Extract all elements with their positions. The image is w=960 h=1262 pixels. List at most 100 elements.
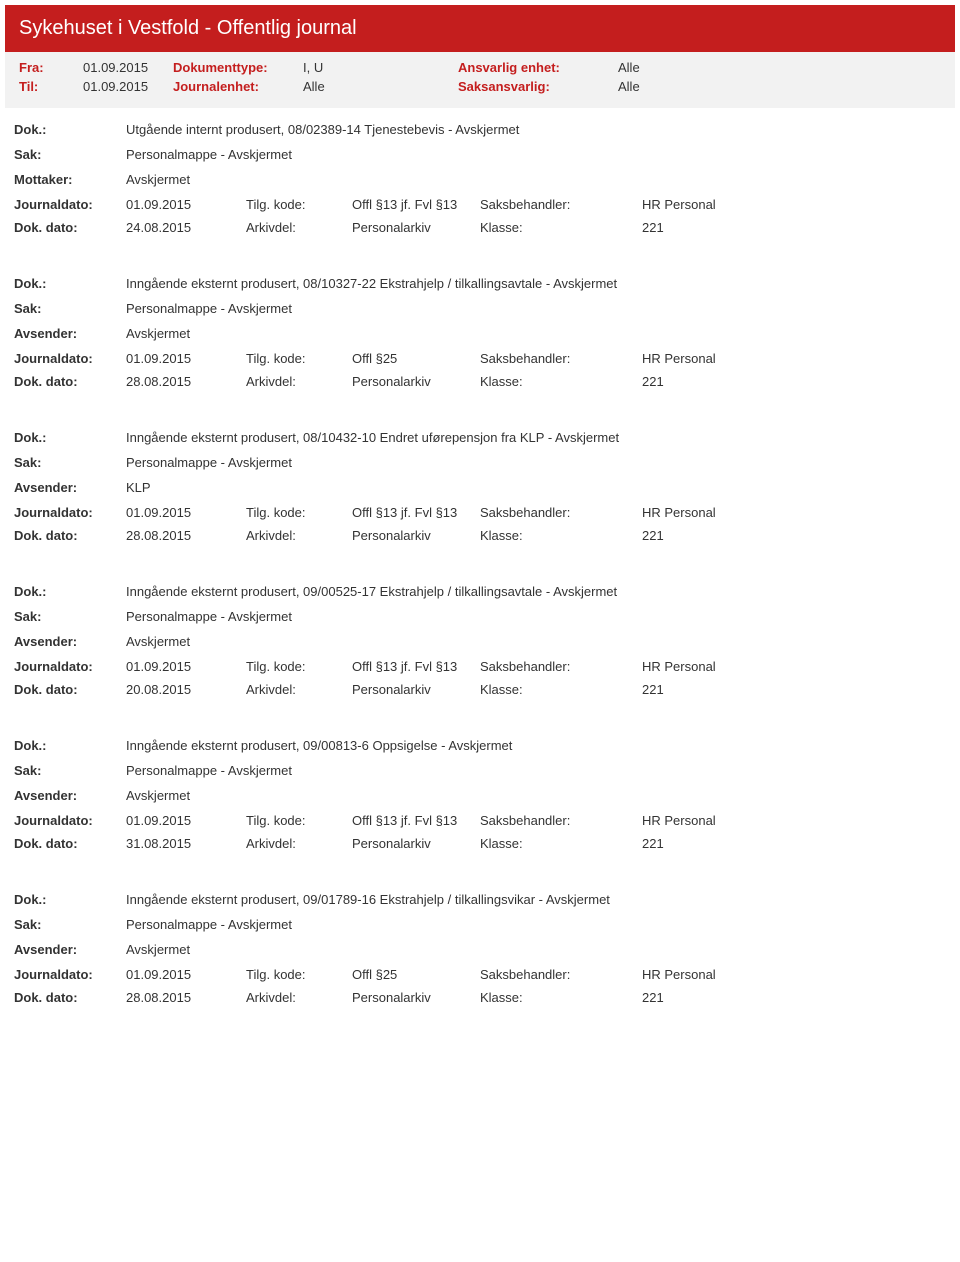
tilgkode-value: Offl §13 jf. Fvl §13	[352, 659, 480, 674]
arkivdel-value: Personalarkiv	[352, 528, 480, 543]
klasse-label: Klasse:	[480, 220, 642, 235]
journaldato-label: Journaldato:	[14, 505, 126, 520]
arkivdel-value: Personalarkiv	[352, 682, 480, 697]
party-label: Avsender:	[14, 326, 126, 341]
klasse-value: 221	[642, 682, 664, 697]
saksbehandler-label: Saksbehandler:	[480, 659, 642, 674]
dok-value: Inngående eksternt produsert, 09/00525-1…	[126, 584, 617, 599]
entry-meta-row-2: Dok. dato: 28.08.2015 Arkivdel: Personal…	[14, 990, 946, 1005]
saksbehandler-label: Saksbehandler:	[480, 967, 642, 982]
entry-party-row: Avsender: Avskjermet	[14, 942, 946, 957]
entry-sak-row: Sak: Personalmappe - Avskjermet	[14, 147, 946, 162]
entry-dok-row: Dok.: Inngående eksternt produsert, 09/0…	[14, 738, 946, 753]
saksbehandler-label: Saksbehandler:	[480, 505, 642, 520]
klasse-label: Klasse:	[480, 374, 642, 389]
dokdato-value: 28.08.2015	[126, 374, 246, 389]
entry-meta-row-1: Journaldato: 01.09.2015 Tilg. kode: Offl…	[14, 967, 946, 982]
filter-doktype-value: I, U	[303, 60, 458, 75]
party-value: Avskjermet	[126, 326, 190, 341]
klasse-value: 221	[642, 374, 664, 389]
saksbehandler-value: HR Personal	[642, 505, 716, 520]
arkivdel-label: Arkivdel:	[246, 836, 352, 851]
party-label: Avsender:	[14, 480, 126, 495]
party-value: Avskjermet	[126, 634, 190, 649]
dok-label: Dok.:	[14, 892, 126, 907]
klasse-label: Klasse:	[480, 836, 642, 851]
entry-dok-row: Dok.: Inngående eksternt produsert, 08/1…	[14, 430, 946, 445]
filter-fra-value: 01.09.2015	[83, 60, 173, 75]
entry-meta-row-2: Dok. dato: 31.08.2015 Arkivdel: Personal…	[14, 836, 946, 851]
journaldato-label: Journaldato:	[14, 351, 126, 366]
tilgkode-value: Offl §13 jf. Fvl §13	[352, 505, 480, 520]
filter-bar: Fra: 01.09.2015 Dokumenttype: I, U Ansva…	[5, 52, 955, 108]
journaldato-label: Journaldato:	[14, 967, 126, 982]
klasse-value: 221	[642, 990, 664, 1005]
tilgkode-label: Tilg. kode:	[246, 967, 352, 982]
arkivdel-label: Arkivdel:	[246, 990, 352, 1005]
klasse-label: Klasse:	[480, 682, 642, 697]
sak-label: Sak:	[14, 917, 126, 932]
arkivdel-label: Arkivdel:	[246, 220, 352, 235]
party-value: Avskjermet	[126, 942, 190, 957]
entry-sak-row: Sak: Personalmappe - Avskjermet	[14, 301, 946, 316]
dokdato-value: 20.08.2015	[126, 682, 246, 697]
party-label: Avsender:	[14, 788, 126, 803]
journaldato-label: Journaldato:	[14, 659, 126, 674]
dokdato-label: Dok. dato:	[14, 836, 126, 851]
dok-label: Dok.:	[14, 738, 126, 753]
entry-meta-row-1: Journaldato: 01.09.2015 Tilg. kode: Offl…	[14, 351, 946, 366]
entry-party-row: Avsender: KLP	[14, 480, 946, 495]
party-label: Mottaker:	[14, 172, 126, 187]
entry-sak-row: Sak: Personalmappe - Avskjermet	[14, 917, 946, 932]
dokdato-value: 28.08.2015	[126, 990, 246, 1005]
journaldato-value: 01.09.2015	[126, 813, 246, 828]
sak-value: Personalmappe - Avskjermet	[126, 455, 292, 470]
dokdato-label: Dok. dato:	[14, 220, 126, 235]
klasse-value: 221	[642, 528, 664, 543]
tilgkode-value: Offl §25	[352, 967, 480, 982]
arkivdel-label: Arkivdel:	[246, 374, 352, 389]
tilgkode-value: Offl §13 jf. Fvl §13	[352, 197, 480, 212]
party-label: Avsender:	[14, 634, 126, 649]
party-label: Avsender:	[14, 942, 126, 957]
sak-value: Personalmappe - Avskjermet	[126, 609, 292, 624]
klasse-value: 221	[642, 836, 664, 851]
tilgkode-label: Tilg. kode:	[246, 813, 352, 828]
entry-meta-row-2: Dok. dato: 28.08.2015 Arkivdel: Personal…	[14, 374, 946, 389]
page-header: Sykehuset i Vestfold - Offentlig journal	[5, 5, 955, 52]
entry-meta-row-1: Journaldato: 01.09.2015 Tilg. kode: Offl…	[14, 197, 946, 212]
filter-til-label: Til:	[19, 79, 83, 94]
page-title: Sykehuset i Vestfold - Offentlig journal	[19, 17, 357, 39]
saksbehandler-value: HR Personal	[642, 967, 716, 982]
entry-meta-row-2: Dok. dato: 24.08.2015 Arkivdel: Personal…	[14, 220, 946, 235]
journal-entry: Dok.: Inngående eksternt produsert, 09/0…	[0, 570, 960, 724]
dok-value: Utgående internt produsert, 08/02389-14 …	[126, 122, 519, 137]
party-value: Avskjermet	[126, 172, 190, 187]
filter-saksansvarlig-label: Saksansvarlig:	[458, 79, 618, 94]
filter-til-value: 01.09.2015	[83, 79, 173, 94]
tilgkode-label: Tilg. kode:	[246, 351, 352, 366]
sak-label: Sak:	[14, 609, 126, 624]
filter-ansvarlig-value: Alle	[618, 60, 640, 75]
journaldato-label: Journaldato:	[14, 813, 126, 828]
tilgkode-label: Tilg. kode:	[246, 505, 352, 520]
sak-label: Sak:	[14, 301, 126, 316]
party-value: KLP	[126, 480, 151, 495]
sak-value: Personalmappe - Avskjermet	[126, 301, 292, 316]
filter-journalenhet-value: Alle	[303, 79, 458, 94]
dok-label: Dok.:	[14, 584, 126, 599]
dokdato-label: Dok. dato:	[14, 682, 126, 697]
journal-entry: Dok.: Inngående eksternt produsert, 08/1…	[0, 416, 960, 570]
entry-meta-row-1: Journaldato: 01.09.2015 Tilg. kode: Offl…	[14, 505, 946, 520]
entry-sak-row: Sak: Personalmappe - Avskjermet	[14, 609, 946, 624]
party-value: Avskjermet	[126, 788, 190, 803]
sak-label: Sak:	[14, 455, 126, 470]
dok-value: Inngående eksternt produsert, 09/00813-6…	[126, 738, 512, 753]
entries-container: Dok.: Utgående internt produsert, 08/023…	[0, 108, 960, 1032]
entry-dok-row: Dok.: Utgående internt produsert, 08/023…	[14, 122, 946, 137]
entry-meta-row-1: Journaldato: 01.09.2015 Tilg. kode: Offl…	[14, 659, 946, 674]
dok-label: Dok.:	[14, 430, 126, 445]
entry-meta-row-2: Dok. dato: 28.08.2015 Arkivdel: Personal…	[14, 528, 946, 543]
arkivdel-value: Personalarkiv	[352, 374, 480, 389]
filter-fra-label: Fra:	[19, 60, 83, 75]
